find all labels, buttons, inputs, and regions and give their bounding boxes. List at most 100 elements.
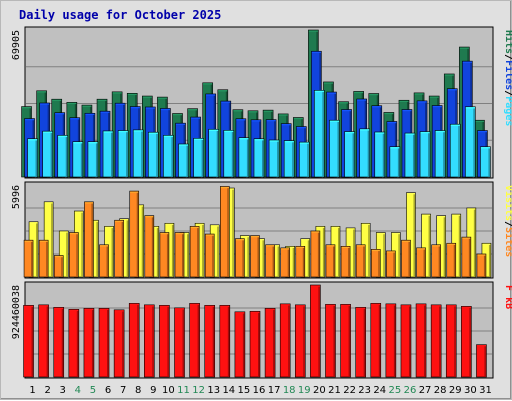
bar-hits-top: [384, 112, 394, 115]
bar-pages-body: [389, 146, 401, 178]
bar-files-top: [372, 106, 382, 108]
bar-sites-shade: [227, 187, 229, 277]
day-label: 19: [298, 385, 311, 396]
bar-pages-body: [148, 131, 159, 178]
bar-pages-body: [480, 146, 491, 178]
bar-pages-body: [163, 135, 174, 178]
bar-visits-shade: [156, 227, 159, 277]
bar-sites: [386, 250, 396, 278]
bar-sites-body: [53, 255, 64, 278]
bar-sites-shade: [91, 202, 93, 277]
bar-pages-top: [179, 144, 189, 146]
bar-kb-f-top: [144, 305, 154, 307]
bar-kb-f-top: [84, 308, 94, 311]
bar-kb-f-top: [99, 308, 109, 311]
bar-kb-f-body: [430, 304, 442, 378]
bar-sites-shade: [76, 233, 78, 277]
bar-visits-top: [361, 223, 370, 225]
bar-visits-shade: [141, 205, 144, 277]
bar-visits-shade: [458, 215, 461, 277]
day-label: 22: [343, 385, 356, 396]
legend-entry: Visits: [503, 185, 512, 221]
bar-visits-top: [437, 216, 446, 218]
bar-kb-f-shade: [91, 309, 94, 377]
bar-sites-top: [356, 245, 365, 247]
bar-visits-shade: [171, 224, 174, 277]
bar-visits-shade: [126, 219, 129, 277]
bar-pages-body: [404, 132, 416, 178]
bar-kb-f-body: [415, 303, 427, 378]
bar-hits-top: [459, 47, 469, 49]
bar-files-top: [25, 119, 35, 121]
bar-sites-top: [24, 240, 33, 242]
bar-kb-f-shade: [242, 312, 245, 377]
bar-sites-shade: [483, 254, 486, 277]
bar-kb-f-top: [235, 312, 245, 314]
bar-kb-f-top: [190, 303, 200, 306]
day-label: 6: [105, 385, 111, 396]
bar-visits-top: [29, 222, 38, 224]
bar-pages-top: [284, 141, 294, 143]
bar-kb-f: [415, 303, 427, 378]
bar-pages: [193, 138, 204, 178]
bar-pages-top: [209, 129, 219, 131]
bar-files-top: [417, 101, 427, 103]
bar-sites-shade: [257, 236, 259, 277]
bar-pages-shade: [216, 130, 219, 177]
bar-sites-body: [446, 242, 457, 278]
bar-files-top: [221, 101, 231, 103]
bar-visits-top: [44, 202, 53, 204]
bar-pages-shade: [292, 141, 294, 177]
bar-kb-f-shade: [107, 309, 109, 377]
bar-sites: [189, 226, 200, 278]
bar-files-top: [145, 107, 155, 109]
bar-sites-top: [69, 233, 78, 235]
bar-sites: [431, 244, 441, 278]
bar-kb-f-body: [445, 304, 457, 378]
bar-sites-shade: [151, 216, 154, 277]
bar-pages: [208, 128, 220, 178]
bar-sites-body: [99, 244, 109, 278]
bar-kb-f-top: [159, 305, 169, 308]
bar-files-top: [115, 103, 125, 105]
bar-pages-shade: [458, 125, 460, 177]
bar-kb-f: [144, 304, 155, 378]
bar-pages: [314, 90, 325, 178]
bar-kb-f-body: [83, 308, 95, 378]
bar-visits-top: [391, 233, 400, 235]
day-label: 17: [268, 385, 281, 396]
bar-visits-top: [452, 214, 461, 216]
legend-entry: Pages: [503, 96, 512, 126]
bar-visits-top: [346, 228, 355, 230]
bar-kb-f-body: [128, 303, 140, 378]
bar-pages-shade: [322, 91, 324, 177]
bar-kb-f: [430, 304, 442, 378]
bar-sites-body: [23, 239, 34, 278]
bar-kb-f-body: [189, 303, 200, 378]
bar-visits-shade: [187, 233, 189, 277]
bar-pages-body: [102, 130, 114, 178]
bar-hits-top: [308, 30, 318, 32]
bar-pages-top: [420, 132, 430, 134]
bar-sites-shade: [272, 245, 275, 277]
bar-sites-top: [220, 186, 229, 189]
bar-files-top: [206, 94, 216, 96]
legend-entry: kB: [503, 297, 512, 309]
bar-visits-top: [180, 233, 189, 235]
bar-hits-top: [293, 117, 303, 120]
bar-kb-f-shade: [408, 305, 411, 377]
bar-pages-top: [269, 140, 279, 142]
bar-sites: [220, 186, 230, 278]
bar-visits-shade: [307, 239, 310, 277]
bar-pages-shade: [397, 147, 400, 177]
bar-kb-f-top: [265, 308, 275, 311]
bar-pages-shade: [80, 142, 83, 177]
bar-sites: [325, 244, 336, 278]
bar-sites-top: [371, 249, 380, 252]
bar-sites-top: [235, 239, 244, 241]
bar-kb-f-top: [386, 304, 396, 306]
bar-kb-f-body: [340, 304, 351, 378]
bar-kb-f-body: [113, 309, 125, 378]
bar-pages: [148, 131, 159, 178]
bar-visits-shade: [66, 231, 68, 277]
